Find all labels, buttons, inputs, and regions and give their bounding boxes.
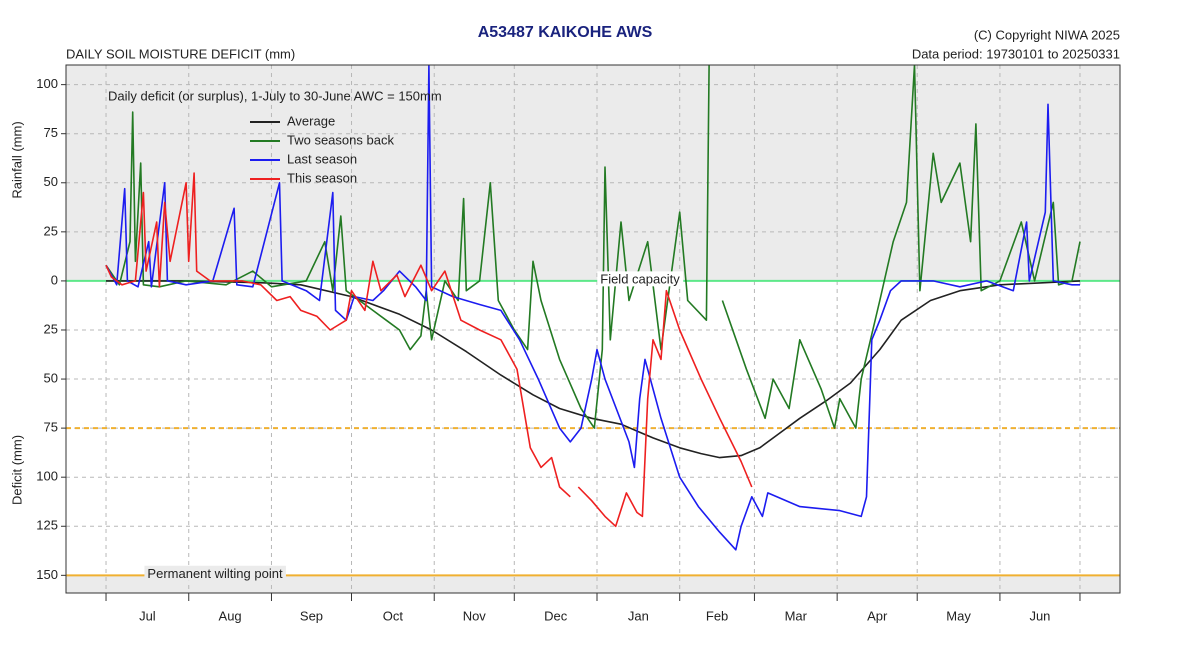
y-tick-label: 75 bbox=[44, 420, 58, 435]
plot-background bbox=[66, 65, 1120, 593]
lines bbox=[105, 65, 1081, 551]
copyright: (C) Copyright NIWA 2025 bbox=[974, 27, 1120, 42]
surplus-shade bbox=[66, 65, 1120, 281]
y-tick-label: 150 bbox=[36, 567, 58, 582]
annotation: Field capacity bbox=[600, 271, 680, 286]
y-tick-label: 100 bbox=[36, 469, 58, 484]
x-tick-label: Sep bbox=[300, 608, 323, 623]
x-tick-label: Dec bbox=[544, 608, 568, 623]
y-tick-label: 50 bbox=[44, 174, 58, 189]
legend-label: Last season bbox=[287, 151, 357, 166]
y-tick-label: 0 bbox=[51, 272, 58, 287]
annotation-bg bbox=[144, 565, 286, 581]
x-tick-label: Mar bbox=[785, 608, 808, 623]
y-tick-label: 50 bbox=[44, 370, 58, 385]
y-tick-label: 100 bbox=[36, 76, 58, 91]
x-tick-label: Nov bbox=[463, 608, 487, 623]
chart-title: A53487 KAIKOHE AWS bbox=[478, 24, 653, 41]
legend-label: This season bbox=[287, 170, 357, 185]
chart-subtitle: DAILY SOIL MOISTURE DEFICIT (mm) bbox=[66, 46, 295, 61]
foreground: 150 125 100 75 50 25 0 25 50 75 100 Jul Aug Sep Oct Nov… bbox=[36, 64, 1121, 623]
x-tick-label: Apr bbox=[867, 608, 888, 623]
legend-label: Two seasons back bbox=[287, 132, 394, 147]
series-line bbox=[105, 65, 1080, 551]
y-tick-label: 25 bbox=[44, 223, 58, 238]
x-tick-label: Feb bbox=[706, 608, 728, 623]
x-tick-label: Aug bbox=[219, 608, 242, 623]
series-line bbox=[105, 65, 1081, 429]
note: Daily deficit (or surplus), 1-July to 30… bbox=[108, 88, 442, 103]
y-axis-label: Deficit (mm) bbox=[9, 435, 24, 505]
annotation-bg bbox=[597, 271, 684, 287]
plot-frame bbox=[65, 64, 1121, 594]
y-axis-label: Rainfall (mm) bbox=[9, 121, 24, 198]
y-tick-label: 25 bbox=[44, 321, 58, 336]
y-tick-label: 75 bbox=[44, 125, 58, 140]
legend-label: Average bbox=[287, 113, 335, 128]
series-line bbox=[105, 172, 753, 528]
series-line bbox=[106, 280, 1081, 459]
x-tick-label: Jun bbox=[1029, 608, 1050, 623]
annotation: Permanent wilting point bbox=[147, 566, 283, 581]
data-period: Data period: 19730101 to 20250331 bbox=[912, 46, 1120, 61]
x-tick-label: Oct bbox=[383, 608, 404, 623]
y-tick-label: 125 bbox=[36, 518, 58, 533]
x-tick-label: Jul bbox=[139, 608, 156, 623]
x-tick-label: Jan bbox=[628, 608, 649, 623]
x-tick-label: May bbox=[946, 608, 971, 623]
wilting-shade bbox=[66, 575, 1120, 593]
